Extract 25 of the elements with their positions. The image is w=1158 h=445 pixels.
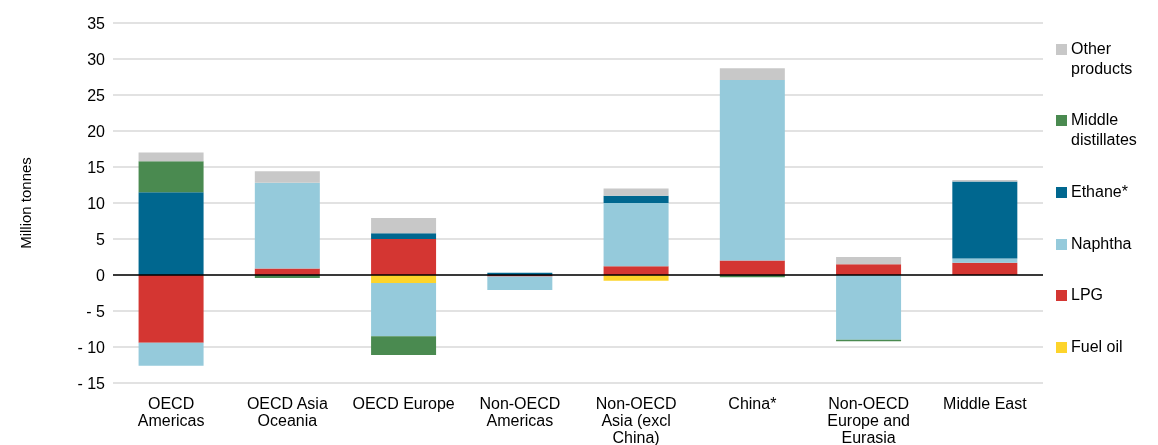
y-tick-label: 35 <box>87 14 106 32</box>
y-axis-title: Million tonnes <box>17 157 35 249</box>
legend-label: Middle distillates <box>1071 110 1138 151</box>
y-tick-label: 10 <box>87 194 106 212</box>
legend-label: Fuel oil <box>1071 337 1123 358</box>
y-tick-label: 5 <box>96 230 106 248</box>
x-tick-label: China* <box>728 395 777 412</box>
y-tick-label: 20 <box>87 122 106 140</box>
x-tick-label: OECD Asia Oceania <box>246 395 328 429</box>
x-tick-label: OECD Americas <box>137 395 205 429</box>
x-tick-label: Middle East <box>943 395 1028 412</box>
y-tick-label: - 5 <box>86 302 106 320</box>
x-tick-label: OECD Europe <box>352 395 455 412</box>
y-tick-label: 25 <box>87 86 106 104</box>
y-tick-label: - 15 <box>77 374 106 392</box>
legend-label: LPG <box>1071 285 1104 306</box>
x-tick-label: Non-OECD Americas <box>479 395 561 429</box>
legend-label: Ethane* <box>1071 182 1128 203</box>
legend-label: Other products <box>1071 38 1134 79</box>
y-tick-label: 15 <box>87 158 106 176</box>
legend-label: Naphtha <box>1071 233 1132 254</box>
x-tick-label: Non-OECD Europe and Eurasia <box>827 395 910 445</box>
y-tick-label: 30 <box>87 50 106 68</box>
y-tick-label: - 10 <box>77 338 106 356</box>
y-tick-label: 0 <box>96 266 106 284</box>
